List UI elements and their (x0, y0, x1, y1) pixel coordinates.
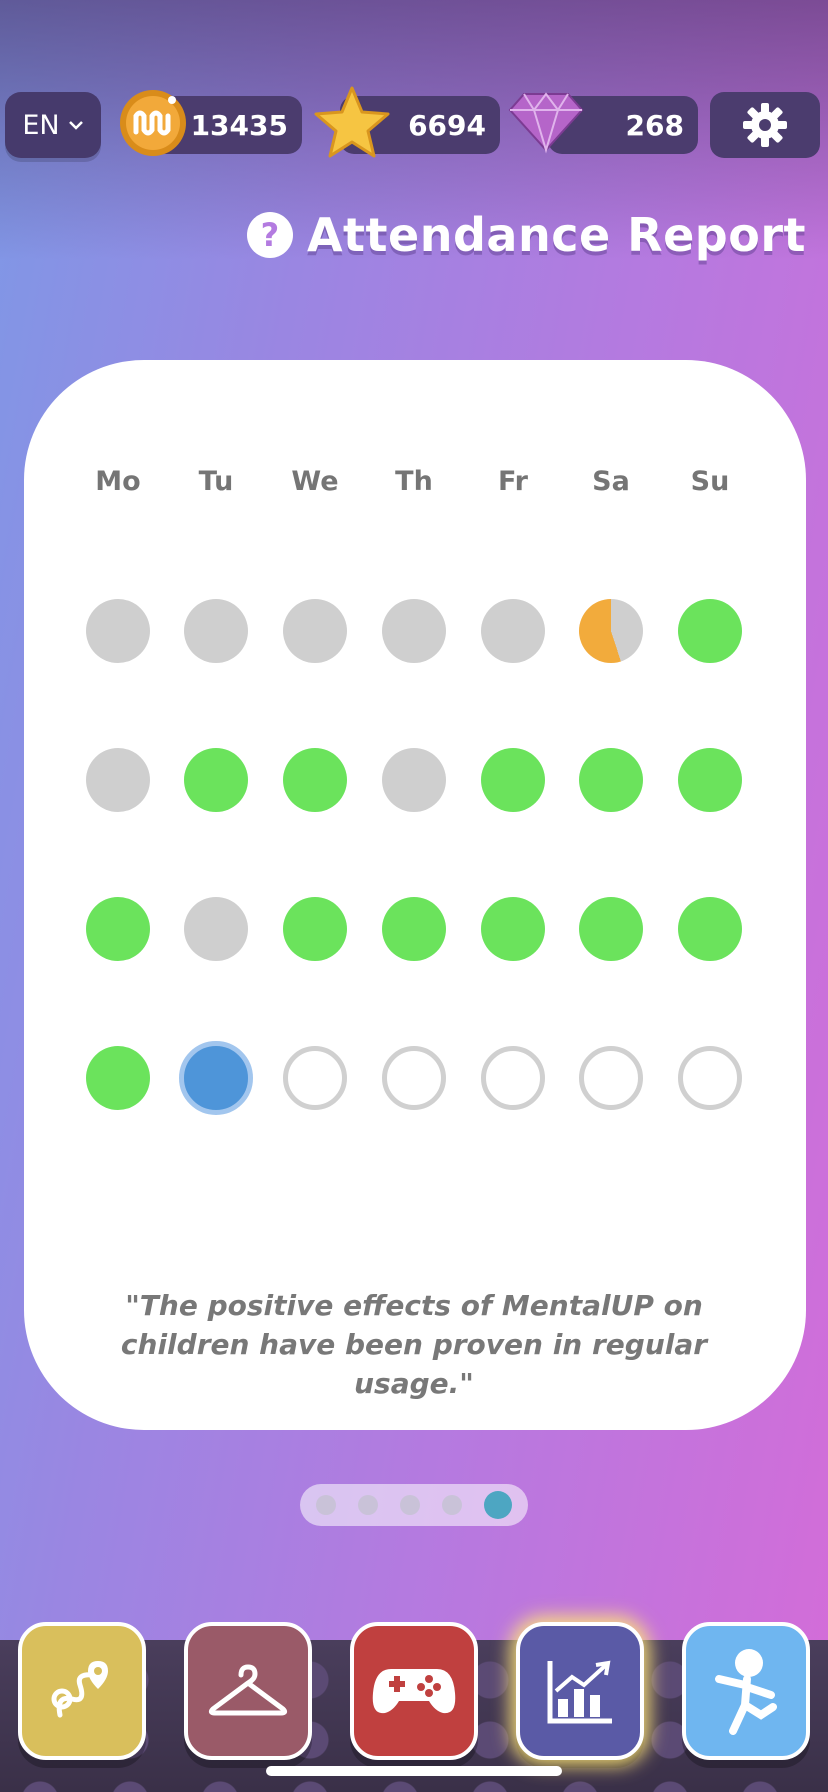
settings-button[interactable] (710, 92, 820, 158)
coin-icon (120, 90, 186, 156)
attendance-day-attended[interactable] (678, 599, 742, 663)
coin-count: 13435 (190, 108, 288, 142)
day-header-fr: Fr (497, 466, 529, 497)
home-indicator (266, 1766, 562, 1776)
star-icon (314, 86, 390, 158)
page-dot[interactable] (442, 1495, 462, 1515)
language-label: EN (22, 109, 60, 141)
nav-reports-button[interactable] (516, 1622, 644, 1760)
nav-games-button[interactable] (350, 1622, 478, 1760)
star-count: 6694 (408, 108, 486, 142)
page-dot[interactable] (400, 1495, 420, 1515)
attendance-day-upcoming[interactable] (481, 1046, 545, 1110)
attendance-day-attended[interactable] (283, 897, 347, 961)
day-header-mo: Mo (95, 466, 141, 497)
attendance-day-attended[interactable] (481, 748, 545, 812)
nav-wardrobe-button[interactable] (184, 1622, 312, 1760)
nav-exercise-button[interactable] (682, 1622, 810, 1760)
attendance-day-attended[interactable] (382, 897, 446, 961)
day-header-su: Su (690, 466, 730, 497)
attendance-day-attended[interactable] (678, 897, 742, 961)
page-title: Attendance Report (306, 208, 806, 262)
page-indicator (300, 1484, 528, 1526)
attendance-day-today[interactable] (179, 1041, 253, 1115)
attendance-day-missed[interactable] (283, 599, 347, 663)
hanger-icon (208, 1664, 288, 1716)
attendance-day-missed[interactable] (382, 748, 446, 812)
chart-icon (547, 1660, 612, 1724)
attendance-day-missed[interactable] (184, 599, 248, 663)
quote-text: "The positive effects of MentalUP on chi… (120, 1289, 708, 1400)
attendance-day-missed[interactable] (86, 748, 150, 812)
attendance-day-attended[interactable] (481, 897, 545, 961)
page-dot[interactable] (358, 1495, 378, 1515)
exercise-figure-icon (715, 1649, 777, 1735)
attendance-day-upcoming[interactable] (579, 1046, 643, 1110)
gem-count: 268 (625, 108, 684, 142)
attendance-day-attended[interactable] (579, 748, 643, 812)
help-icon[interactable]: ? (246, 212, 293, 258)
page-dot[interactable] (316, 1495, 336, 1515)
language-selector[interactable]: EN (5, 92, 101, 158)
gamepad-icon (372, 1669, 456, 1714)
attendance-day-attended[interactable] (283, 748, 347, 812)
attendance-day-attended[interactable] (86, 1046, 150, 1110)
gem-counter[interactable]: 268 (548, 96, 698, 154)
attendance-day-missed[interactable] (481, 599, 545, 663)
attendance-day-upcoming[interactable] (382, 1046, 446, 1110)
gem-icon (508, 92, 584, 154)
page-header: ? Attendance Report (246, 208, 806, 262)
day-header-th: Th (395, 466, 433, 497)
attendance-day-missed[interactable] (382, 599, 446, 663)
day-header-tu: Tu (198, 466, 234, 497)
attendance-day-missed[interactable] (86, 599, 150, 663)
attendance-day-attended[interactable] (678, 748, 742, 812)
attendance-card (24, 360, 806, 1430)
attendance-day-upcoming[interactable] (283, 1046, 347, 1110)
day-header-we: We (291, 466, 339, 497)
gear-icon (743, 103, 787, 147)
day-header-sa: Sa (592, 466, 630, 497)
attendance-day-partial[interactable] (579, 599, 643, 663)
attendance-day-missed[interactable] (184, 897, 248, 961)
map-route-icon (51, 1661, 108, 1718)
attendance-day-attended[interactable] (184, 748, 248, 812)
attendance-day-upcoming[interactable] (678, 1046, 742, 1110)
attendance-day-attended[interactable] (86, 897, 150, 961)
chevron-down-icon (68, 121, 83, 130)
attendance-day-attended[interactable] (579, 897, 643, 961)
page-dot[interactable] (484, 1491, 512, 1519)
nav-map-button[interactable] (18, 1622, 146, 1760)
